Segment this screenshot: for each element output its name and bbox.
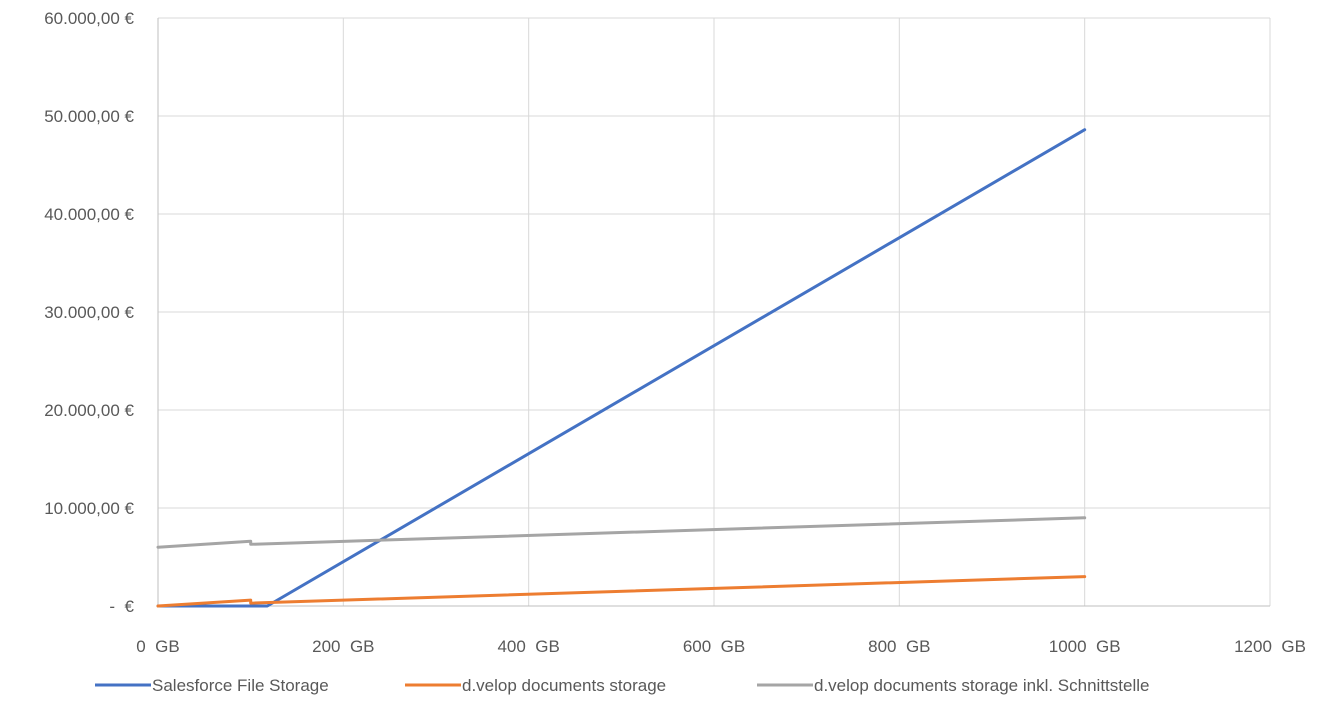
legend-label: Salesforce File Storage bbox=[152, 676, 329, 695]
legend-item-2: d.velop documents storage inkl. Schnitts… bbox=[757, 676, 1149, 695]
x-axis-tick-labels: 0 GB 200 GB 400 GB 600 GB 800 GB 1000 GB 1200 … bbox=[136, 637, 1306, 656]
y-tick-label: 30.000,00 € bbox=[44, 303, 134, 322]
legend-label: d.velop documents storage inkl. Schnitts… bbox=[814, 676, 1149, 695]
x-tick-label: 800 GB bbox=[868, 637, 930, 656]
axes bbox=[157, 18, 1270, 607]
y-tick-label: 50.000,00 € bbox=[44, 107, 134, 126]
x-tick-label: 1000 GB bbox=[1049, 637, 1121, 656]
gridlines bbox=[158, 17, 1271, 606]
y-tick-label: 60.000,00 € bbox=[44, 9, 134, 28]
legend-item-1: d.velop documents storage bbox=[405, 676, 666, 695]
series-line-0 bbox=[156, 128, 1087, 608]
x-tick-label: 200 GB bbox=[312, 637, 374, 656]
series-line-1 bbox=[156, 575, 1087, 608]
y-axis-tick-labels: - € 10.000,00 € 20.000,00 € 30.000,00 € 40.0… bbox=[44, 9, 134, 616]
x-tick-label: 400 GB bbox=[497, 637, 559, 656]
series-layer bbox=[156, 128, 1087, 608]
legend-label: d.velop documents storage bbox=[462, 676, 666, 695]
y-tick-label: 10.000,00 € bbox=[44, 499, 134, 518]
legend: Salesforce File Storage d.velop documents… bbox=[95, 676, 1149, 695]
y-tick-label: 20.000,00 € bbox=[44, 401, 134, 420]
y-tick-label: 40.000,00 € bbox=[44, 205, 134, 224]
y-tick-label: - € bbox=[105, 597, 135, 616]
series-line-2 bbox=[156, 516, 1087, 549]
x-tick-label: 1200 GB bbox=[1234, 637, 1306, 656]
x-tick-label: 600 GB bbox=[683, 637, 745, 656]
legend-item-0: Salesforce File Storage bbox=[95, 676, 329, 695]
x-tick-label: 0 GB bbox=[136, 637, 179, 656]
